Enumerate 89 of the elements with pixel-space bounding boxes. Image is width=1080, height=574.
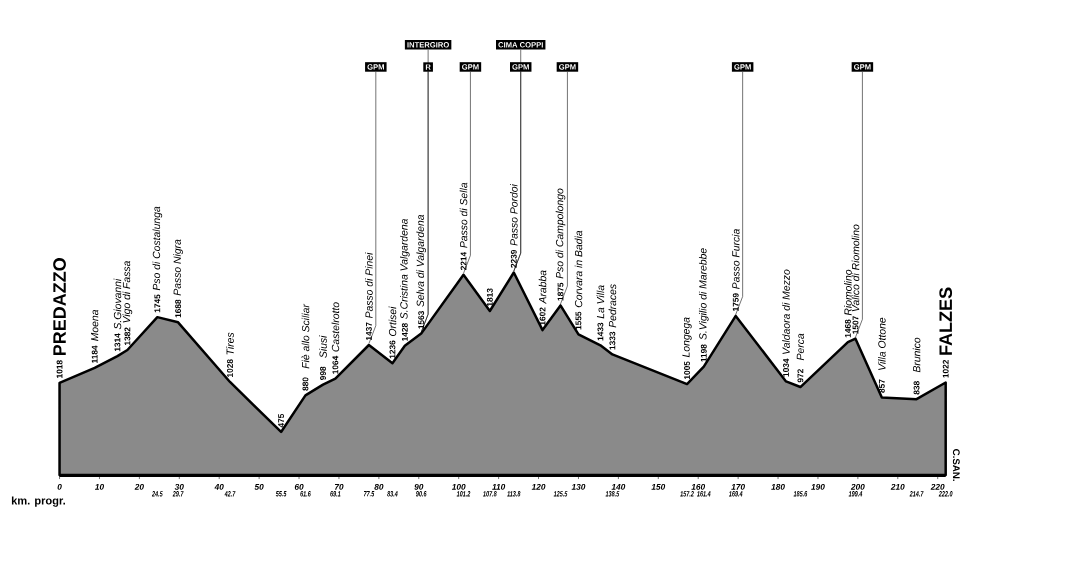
annotation: Pso di Costalunga [152, 206, 163, 291]
data-label: 1064 [332, 355, 339, 374]
annotation: Tires [226, 332, 234, 355]
data-label: 1813 [486, 288, 493, 307]
annotation: Pso di Campolongo [555, 188, 566, 279]
data-label: 1563 [418, 311, 425, 329]
data-label: 857 [878, 379, 885, 393]
annotation: Riomolino [844, 269, 852, 316]
x-tick-label: 220 [930, 484, 945, 490]
x-tick-label: 150 [651, 484, 666, 490]
annotation: La Villa [596, 285, 605, 319]
data-label: 1745 [154, 294, 161, 313]
annotation: Selva di Valgardena [416, 214, 427, 307]
data-label: 838 [913, 381, 920, 395]
x-tick-label: 120 [531, 484, 546, 490]
data-label: 475 [278, 413, 284, 428]
x-tick-label: 200 [850, 484, 865, 490]
annotation: Passo di Sella [459, 182, 468, 248]
x-tick-label: 50 [254, 484, 264, 490]
data-label: 1236 [389, 340, 396, 359]
annotation: Perca [796, 333, 805, 361]
data-label: 1688 [175, 299, 182, 318]
annotation: Pedraces [608, 284, 617, 328]
annotation: S.Cristina Valgardena [400, 219, 410, 319]
data-label: 1433 [597, 322, 604, 341]
x-tick-label: 130 [571, 484, 586, 490]
x-tick-label: 40 [214, 484, 224, 490]
x-tick-label: 210 [890, 484, 905, 490]
x-tick-label: 0 [57, 484, 62, 490]
x2-axis-title: km. progr. [11, 496, 65, 507]
data-label: 1005 [684, 361, 690, 380]
x-tick-label: 140 [611, 484, 626, 490]
data-label: 1018 [56, 360, 63, 378]
data-label: 1382 [124, 327, 131, 346]
x-tick-label: 90 [414, 484, 424, 490]
data-label: 1602 [539, 307, 546, 326]
x-tick-label: 70 [334, 484, 344, 490]
data-label: 1507 [852, 316, 859, 334]
data-label: 1028 [227, 359, 233, 378]
data-label: 1428 [401, 323, 408, 341]
annotation: Passo Furcia [731, 229, 740, 290]
data-label: 1437 [365, 322, 372, 341]
annotation: Passo di Pinei [365, 252, 373, 319]
annotation: Valico di Riomolino [851, 224, 860, 312]
data-label: 1759 [732, 293, 739, 311]
x-tick-label: 180 [771, 484, 785, 490]
annotation: Vigo di Fassa [122, 261, 133, 323]
data-label: 1314 [114, 333, 121, 352]
annotation: Moena [91, 309, 99, 342]
annotation: Arabba [538, 270, 547, 305]
x-tick-label: 80 [374, 484, 384, 490]
data-label: 1468 [844, 319, 851, 338]
data-label: 2214 [460, 251, 467, 271]
annotation: Castelrotto [331, 302, 340, 352]
data-label: 972 [797, 369, 804, 383]
data-label: 880 [302, 377, 309, 391]
annotation: Passo Nigra [173, 239, 183, 296]
data-label: 1555 [575, 311, 582, 330]
data-label: 1198 [700, 344, 707, 362]
x-tick-label: 100 [451, 484, 466, 490]
annotation: Corvara in Badia [574, 230, 583, 308]
annotation: Passo Pordoi [509, 183, 518, 246]
data-label: 1333 [609, 331, 616, 350]
annotation: S.Vigilio di Marebbe [698, 248, 709, 340]
x-tick-label: 60 [294, 484, 304, 490]
x-tick-label: 30 [174, 484, 184, 490]
annotation: PREDAZZO [53, 258, 66, 356]
annotation: FALZES [939, 287, 953, 355]
data-label: 1022 [942, 359, 949, 378]
data-label: 1034 [783, 358, 789, 377]
data-label: 2239 [510, 249, 517, 268]
x-tick-label: 10 [94, 484, 104, 490]
text: C.SAN. [952, 449, 960, 481]
x-tick-label: 190 [811, 484, 825, 490]
annotation: Fiè allo Sciliar [301, 303, 310, 369]
x-tick-label: 170 [731, 484, 745, 490]
annotation: Siusi [319, 335, 327, 358]
data-label: 1184 [91, 345, 98, 363]
annotation: Ortisei [388, 306, 397, 337]
annotation: Longega [682, 317, 692, 358]
annotation: Valdaora di Mezzo [782, 269, 790, 354]
annotation: Brunico [912, 337, 921, 373]
data-label: 998 [320, 366, 326, 381]
x-tick-label: 20 [134, 484, 144, 490]
annotation: S.Giovanni [113, 278, 122, 330]
data-label: 1875 [557, 282, 564, 301]
annotation: Villa Ottone [878, 317, 886, 370]
x-tick-label: 160 [691, 484, 706, 490]
x-tick-label: 110 [492, 484, 506, 490]
